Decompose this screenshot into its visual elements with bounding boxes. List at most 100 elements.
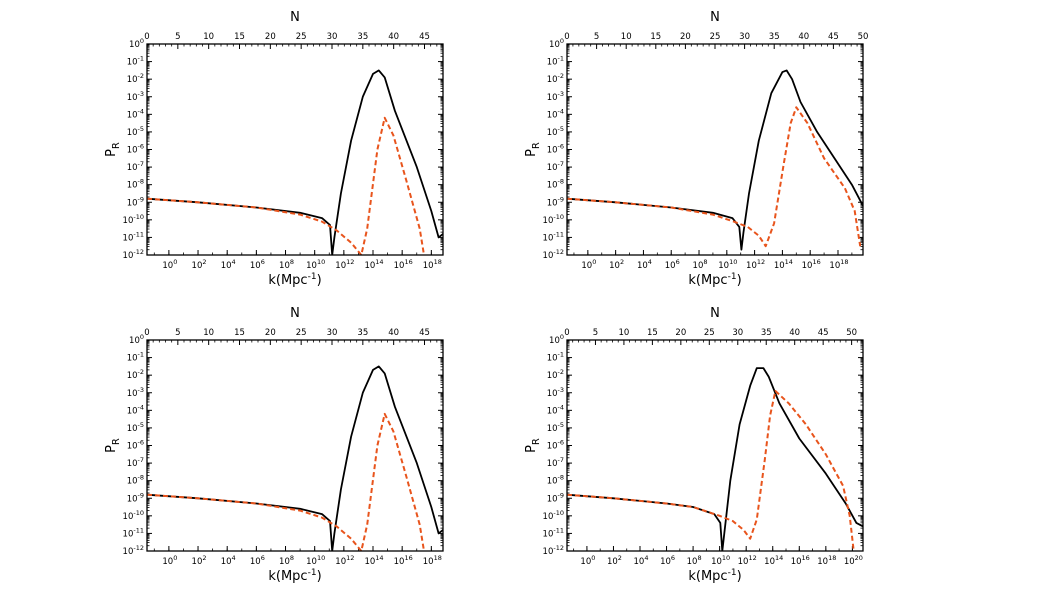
top-tick-label: 0 (144, 328, 149, 338)
x-tick-label: 106 (250, 258, 265, 271)
top-tick-label: 15 (234, 32, 245, 42)
y-tick-label: 10-3 (127, 90, 144, 103)
x-tick-label: 104 (637, 258, 652, 271)
y-tick-label: 10-7 (127, 456, 144, 469)
top-tick-label: 30 (327, 328, 338, 338)
x-tick-label: 108 (279, 258, 294, 271)
y-tick-label: 10-12 (123, 248, 144, 261)
y-tick-label: 10-2 (547, 368, 564, 381)
x-tick-label: 102 (607, 554, 622, 567)
x-tick-label: 1014 (364, 554, 383, 567)
top-tick-label: 25 (296, 328, 307, 338)
x-tick-label: 100 (162, 258, 177, 271)
y-tick-label: 10-5 (127, 421, 144, 434)
top-tick-label: 15 (647, 328, 658, 338)
x-tick-label: 108 (693, 258, 708, 271)
x-tick-label: 1012 (738, 554, 757, 567)
plot-frame (146, 339, 444, 552)
top-tick-label: 50 (846, 328, 857, 338)
x-tick-label: 102 (609, 258, 624, 271)
top-tick-label: 5 (175, 32, 180, 42)
top-tick-label: 25 (704, 328, 715, 338)
y-tick-label: 10-6 (547, 439, 564, 452)
solid-series-line (147, 365, 443, 551)
x-tick-label: 1018 (423, 554, 442, 567)
plot-frame (146, 43, 444, 256)
y-tick-label: 10-9 (547, 195, 564, 208)
y-tick-label: 10-2 (127, 368, 144, 381)
top-tick-label: 5 (594, 32, 599, 42)
top-tick-label: 40 (388, 328, 399, 338)
top-tick-label: 45 (828, 32, 839, 42)
x-tick-label: 1012 (335, 554, 354, 567)
top-tick-label: 20 (265, 328, 276, 338)
top-axis-label: N (290, 10, 300, 25)
x-tick-label: 108 (687, 554, 702, 567)
y-tick-label: 10-9 (127, 491, 144, 504)
y-tick-label: 10-9 (547, 491, 564, 504)
y-tick-label: 10-8 (127, 474, 144, 487)
x-tick-label: 106 (660, 554, 675, 567)
top-axis-label: N (710, 306, 720, 321)
y-tick-label: 100 (549, 37, 564, 50)
panel-top-left: 10010-110-210-310-410-510-610-710-810-91… (104, 10, 444, 288)
x-tick-label: 1010 (711, 554, 730, 567)
y-tick-label: 10-5 (127, 125, 144, 138)
x-tick-label: 1012 (746, 258, 765, 271)
y-tick-label: 10-5 (547, 421, 564, 434)
top-tick-label: 35 (761, 328, 772, 338)
top-tick-label: 40 (789, 328, 800, 338)
dashed-series-line (147, 116, 425, 255)
y-tick-label: 10-3 (547, 386, 564, 399)
y-tick-label: 10-3 (127, 386, 144, 399)
y-tick-label: 10-2 (547, 72, 564, 85)
panel-bottom-left: 10010-110-210-310-410-510-610-710-810-91… (104, 306, 444, 584)
top-tick-label: 40 (798, 32, 809, 42)
x-tick-label: 1016 (802, 258, 821, 271)
solid-series-line (567, 69, 863, 251)
top-tick-label: 20 (265, 32, 276, 42)
y-tick-label: 10-11 (543, 526, 564, 539)
x-tick-label: 106 (250, 554, 265, 567)
y-tick-label: 10-9 (127, 195, 144, 208)
top-tick-label: 10 (203, 32, 214, 42)
y-tick-label: 10-4 (127, 107, 144, 120)
y-tick-label: 10-11 (543, 230, 564, 243)
x-tick-label: 1014 (764, 554, 783, 567)
y-tick-label: 10-8 (547, 474, 564, 487)
top-tick-label: 5 (593, 328, 598, 338)
x-axis-label: k(Mpc-1) (268, 272, 321, 288)
top-tick-label: 30 (732, 328, 743, 338)
top-tick-label: 35 (357, 32, 368, 42)
top-tick-label: 20 (675, 328, 686, 338)
x-tick-label: 1010 (306, 554, 325, 567)
panel-bottom-right: 10010-110-210-310-410-510-610-710-810-91… (524, 306, 864, 584)
top-tick-label: 30 (739, 32, 750, 42)
top-tick-label: 45 (419, 32, 430, 42)
x-tick-label: 104 (221, 554, 236, 567)
y-tick-label: 10-6 (127, 439, 144, 452)
y-tick-label: 10-12 (123, 544, 144, 557)
y-tick-label: 10-2 (127, 72, 144, 85)
y-tick-label: 10-3 (547, 90, 564, 103)
top-tick-label: 30 (327, 32, 338, 42)
y-tick-label: 10-12 (543, 544, 564, 557)
top-tick-label: 40 (388, 32, 399, 42)
y-tick-label: 10-10 (543, 509, 564, 522)
y-tick-label: 10-7 (547, 456, 564, 469)
top-axis-label: N (710, 10, 720, 25)
y-tick-label: 10-10 (123, 213, 144, 226)
y-tick-label: 10-10 (123, 509, 144, 522)
solid-series-line (147, 69, 443, 255)
top-tick-label: 50 (858, 32, 869, 42)
x-axis-label: k(Mpc-1) (688, 568, 741, 584)
y-tick-label: 10-11 (123, 230, 144, 243)
x-axis-label: k(Mpc-1) (688, 272, 741, 288)
plot-frame (566, 339, 864, 552)
x-tick-label: 106 (665, 258, 680, 271)
y-tick-label: 10-6 (127, 143, 144, 156)
top-tick-label: 45 (419, 328, 430, 338)
y-tick-label: 10-1 (547, 55, 564, 68)
top-tick-label: 25 (296, 32, 307, 42)
